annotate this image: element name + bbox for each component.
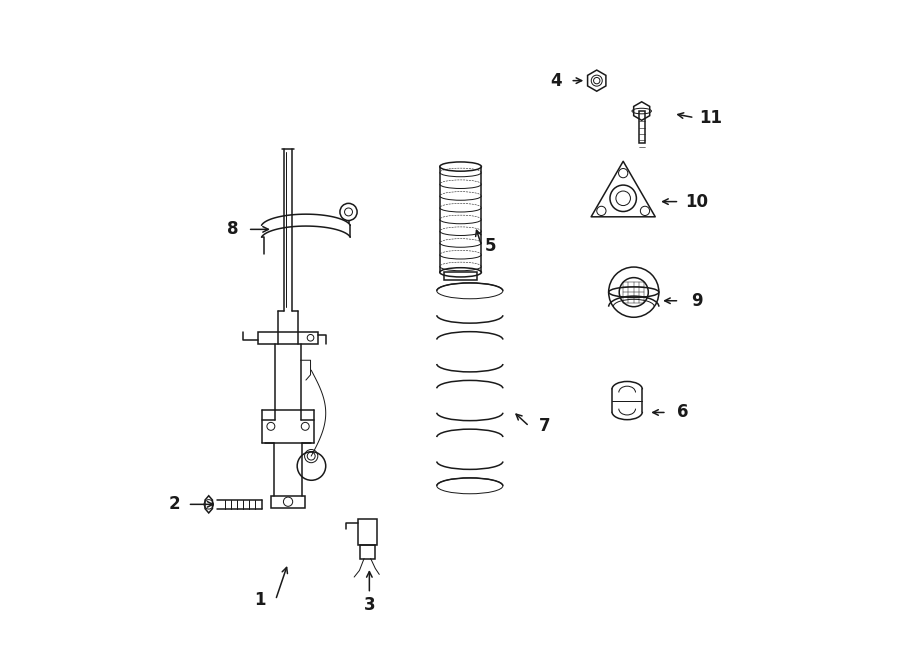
Text: 11: 11: [699, 108, 723, 127]
Text: 2: 2: [168, 495, 180, 514]
Bar: [358, 519, 376, 545]
Bar: [444, 272, 477, 280]
Text: 9: 9: [690, 292, 702, 310]
Text: 1: 1: [255, 591, 266, 609]
Bar: [257, 332, 319, 344]
Text: 10: 10: [685, 192, 708, 211]
Text: 4: 4: [550, 71, 562, 90]
Text: 6: 6: [677, 403, 688, 422]
Bar: [360, 545, 374, 559]
Text: 3: 3: [364, 596, 375, 614]
Bar: [271, 496, 305, 508]
Text: 8: 8: [228, 220, 238, 239]
Bar: [639, 111, 644, 143]
Text: 5: 5: [484, 237, 496, 255]
Text: 7: 7: [539, 417, 550, 436]
